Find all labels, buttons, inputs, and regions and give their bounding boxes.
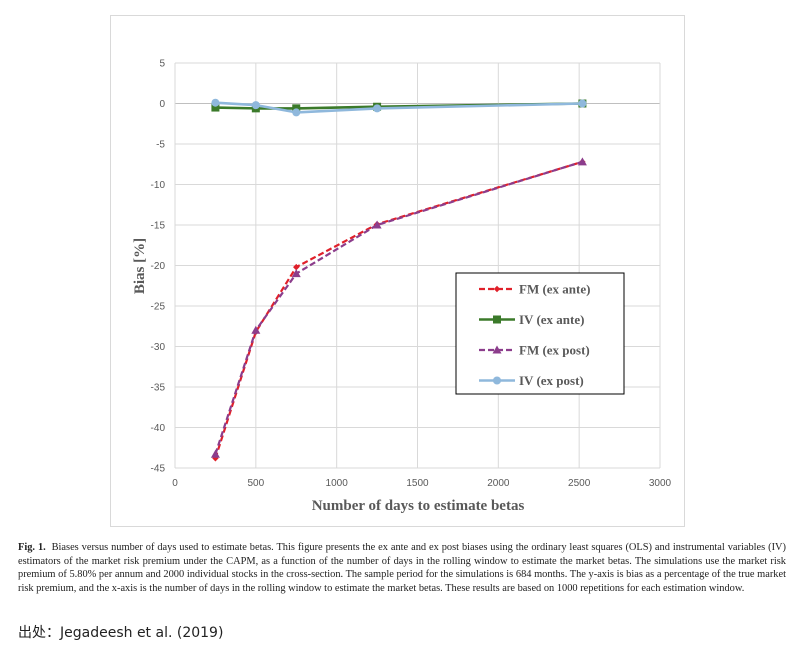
legend-item: FM (ex ante) xyxy=(479,282,590,297)
legend-item: IV (ex ante) xyxy=(479,312,584,327)
series-iv-ex-post xyxy=(211,98,587,117)
data-point xyxy=(293,263,300,271)
data-point xyxy=(251,101,260,110)
data-point xyxy=(292,108,301,117)
data-point xyxy=(577,157,587,166)
legend-label: FM (ex post) xyxy=(519,343,590,358)
y-tick-label: -15 xyxy=(151,221,166,232)
y-tick-label: -45 xyxy=(151,464,166,475)
data-point xyxy=(211,103,220,112)
legend-marker xyxy=(493,315,501,324)
x-tick-label: 2500 xyxy=(568,478,591,489)
series-fm-ex-post xyxy=(210,157,587,458)
data-point xyxy=(372,220,382,229)
y-tick-label: 0 xyxy=(159,99,165,110)
y-axis-title: Bias [%] xyxy=(132,238,148,294)
y-tick-label: -30 xyxy=(151,342,166,353)
legend-label: IV (ex post) xyxy=(519,373,584,388)
data-point xyxy=(291,269,301,278)
series-line xyxy=(215,101,583,114)
y-tick-labels: 5 0 -5 -10 -15 -20 -25 -30 -35 -40 -45 xyxy=(151,59,166,475)
source-note: 出处：Jegadeesh et al. (2019) xyxy=(18,625,224,641)
legend-marker xyxy=(493,376,501,385)
figure-frame: 0 500 1000 1500 2000 2500 3000 5 0 -5 -10 -15 -20 -2… xyxy=(110,15,685,527)
legend-box xyxy=(455,272,625,395)
data-point xyxy=(292,104,301,113)
y-tick-label: -5 xyxy=(156,140,165,151)
data-point xyxy=(578,99,587,108)
x-tick-label: 500 xyxy=(247,478,264,489)
x-tick-labels: 0 500 1000 1500 2000 2500 3000 xyxy=(172,478,671,489)
figure-caption: Fig. 1. Biases versus number of days use… xyxy=(18,541,786,595)
legend-item: FM (ex post) xyxy=(479,343,590,358)
y-tick-label: -10 xyxy=(151,180,166,191)
caption-label: Fig. 1. xyxy=(18,542,46,553)
series-group xyxy=(210,98,587,462)
y-tick-label: 5 xyxy=(159,59,165,70)
bias-line-chart: 0 500 1000 1500 2000 2500 3000 5 0 -5 -10 -15 -20 -2… xyxy=(132,59,672,515)
x-tick-label: 0 xyxy=(172,478,178,489)
data-point xyxy=(251,325,261,334)
legend-marker xyxy=(492,345,502,354)
y-tick-label: -35 xyxy=(151,383,166,394)
x-tick-label: 1500 xyxy=(406,478,429,489)
caption-text: Biases versus number of days used to est… xyxy=(18,542,787,594)
data-point xyxy=(373,104,382,113)
data-point xyxy=(210,449,220,458)
x-axis-title: Number of days to estimate betas xyxy=(312,498,525,514)
grid-lines xyxy=(174,62,661,469)
y-tick-label: -25 xyxy=(151,302,166,313)
x-tick-label: 2000 xyxy=(487,478,510,489)
legend-label: IV (ex ante) xyxy=(519,312,584,327)
legend-label: FM (ex ante) xyxy=(519,282,590,297)
legend-item: IV (ex post) xyxy=(479,373,584,388)
x-tick-label: 3000 xyxy=(649,478,672,489)
x-tick-label: 1000 xyxy=(326,478,349,489)
legend-marker xyxy=(493,285,501,293)
y-tick-label: -20 xyxy=(151,261,166,272)
data-point xyxy=(211,98,220,107)
legend: FM (ex ante) IV (ex ante) FM (ex post) IV (… xyxy=(455,272,625,395)
y-tick-label: -40 xyxy=(151,423,166,434)
